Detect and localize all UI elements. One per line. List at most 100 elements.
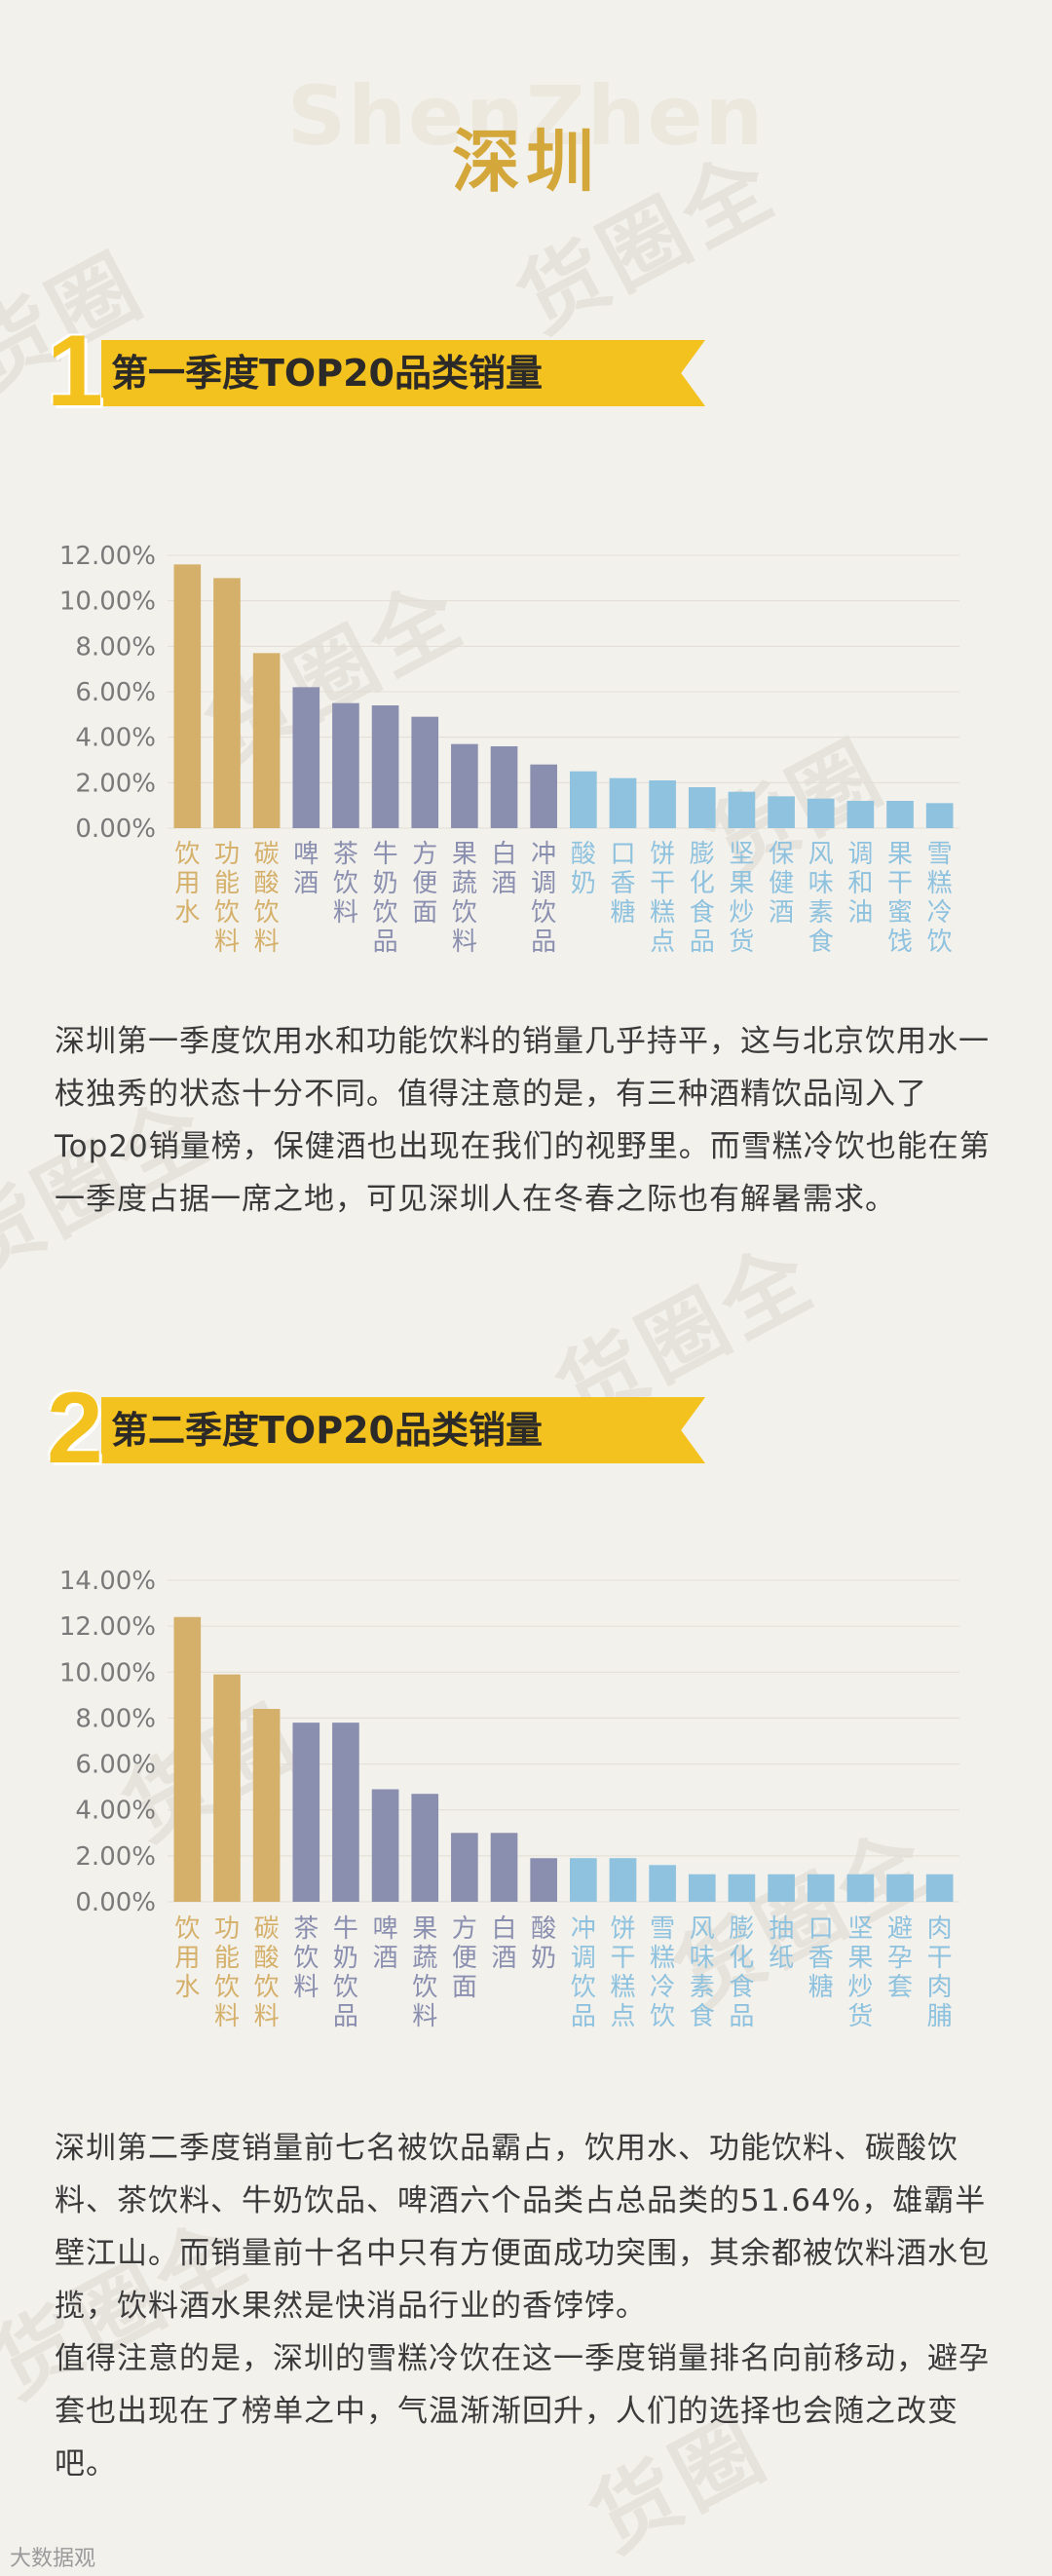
y-tick-label: 2.00%	[75, 769, 156, 798]
bar	[925, 1874, 954, 1902]
x-tick-label: 碳酸饮料	[254, 1914, 280, 2031]
bar	[530, 1858, 557, 1902]
x-tick-label: 功能饮料	[214, 1914, 240, 2031]
x-tick-label: 啤酒	[293, 840, 319, 898]
bar	[728, 1874, 756, 1902]
bar	[530, 764, 557, 828]
footer-logo: 大数据观	[10, 2541, 95, 2572]
x-tick-label: 风味素食	[808, 840, 834, 957]
x-tick-label: 肉干肉脯	[927, 1914, 953, 2031]
y-tick-label: 0.00%	[75, 1888, 156, 1917]
x-tick-label: 保健酒	[769, 840, 794, 928]
bar	[292, 687, 320, 828]
bar	[925, 803, 954, 828]
y-tick-label: 8.00%	[75, 632, 156, 662]
bar	[252, 1709, 281, 1902]
y-tick-label: 10.00%	[59, 1658, 156, 1687]
y-tick-label: 4.00%	[75, 1797, 156, 1826]
x-tick-label: 膨化食品	[690, 840, 715, 957]
bar	[649, 780, 676, 828]
bar	[411, 1794, 439, 1902]
x-tick-label: 果干蜜饯	[887, 840, 913, 957]
bar	[609, 1858, 637, 1902]
x-tick-label: 坚果炒货	[729, 840, 754, 957]
x-tick-label: 膨化食品	[729, 1914, 754, 2031]
x-tick-label: 饮用水	[174, 1914, 200, 2002]
x-tick-label: 酸奶	[531, 1914, 556, 1973]
bar	[768, 1874, 795, 1902]
bar	[173, 564, 202, 828]
section-2-title: 第二季度TOP20品类销量	[111, 1409, 543, 1452]
bar	[252, 653, 281, 828]
bar	[411, 716, 439, 828]
x-tick-label: 果蔬饮料	[412, 1914, 437, 2031]
x-tick-label: 饼干糕点	[650, 840, 675, 957]
x-tick-label: 茶饮料	[293, 1914, 319, 2002]
bar	[213, 578, 241, 828]
bar	[371, 705, 399, 828]
x-tick-label: 饼干糕点	[610, 1914, 635, 2031]
bar	[688, 1874, 716, 1902]
x-tick-label: 方便面	[452, 1914, 477, 2002]
x-tick-label: 风味素食	[690, 1914, 715, 2031]
x-tick-label: 酸奶	[571, 840, 596, 898]
x-tick-label: 茶饮料	[333, 840, 358, 928]
x-tick-label: 牛奶饮品	[333, 1914, 358, 2031]
bar	[609, 777, 637, 828]
bar	[173, 1616, 202, 1902]
bar	[886, 1874, 914, 1902]
x-tick-label: 啤酒	[373, 1914, 398, 1973]
bar	[292, 1723, 320, 1902]
bar	[332, 702, 359, 828]
x-tick-label: 雪糕冷饮	[650, 1914, 675, 2031]
x-tick-label: 避孕套	[887, 1914, 913, 2002]
bar	[570, 1858, 597, 1902]
x-tick-label: 功能饮料	[214, 840, 240, 957]
bar	[807, 798, 835, 828]
x-tick-label: 口香糖	[808, 1914, 834, 2002]
bar	[490, 746, 518, 828]
x-tick-label: 坚果炒货	[847, 1914, 873, 2031]
section-1-title: 第一季度TOP20品类销量	[111, 352, 543, 395]
section-1-text: 深圳第一季度饮用水和功能饮料的销量几乎持平，这与北京饮用水一枝独秀的状态十分不同…	[55, 1015, 1009, 1226]
x-tick-label: 果蔬饮料	[452, 840, 477, 957]
y-tick-label: 12.00%	[59, 1612, 156, 1642]
y-tick-label: 10.00%	[59, 587, 156, 617]
bar	[688, 787, 716, 828]
city-english-background: ShenZhen	[286, 68, 766, 164]
section-2-ribbon	[101, 1397, 705, 1463]
y-tick-label: 0.00%	[75, 814, 156, 844]
bar	[371, 1789, 399, 1902]
section-2-banner: 2 第二季度TOP20品类销量	[47, 1374, 729, 1483]
x-tick-label: 方便面	[412, 840, 437, 928]
q1-sales-bar-chart: 0.00% 2.00% 4.00% 6.00% 8.00% 10.00% 12.00% 饮用水…	[59, 542, 959, 957]
bar	[332, 1723, 359, 1902]
section-2-paragraph-1: 深圳第二季度销量前七名被饮品霸占，饮用水、功能饮料、碳酸饮料、茶饮料、牛奶饮品、…	[55, 2131, 990, 2324]
x-tick-label: 碳酸饮料	[254, 840, 280, 957]
x-tick-label: 饮用水	[174, 840, 200, 928]
section-1-number: 1	[47, 315, 103, 428]
x-tick-label: 口香糖	[610, 840, 635, 928]
bar	[570, 771, 597, 828]
bar	[451, 1833, 478, 1902]
bar	[807, 1874, 835, 1902]
x-tick-label: 牛奶饮品	[373, 840, 398, 957]
y-tick-label: 4.00%	[75, 724, 156, 753]
x-tick-label: 冲调饮品	[531, 840, 556, 957]
x-tick-label: 调和油	[847, 840, 873, 928]
bar	[846, 801, 875, 828]
bar	[213, 1674, 241, 1902]
bar	[886, 801, 914, 828]
x-tick-label: 雪糕冷饮	[927, 840, 953, 957]
x-tick-label: 白酒	[492, 840, 517, 898]
y-tick-label: 6.00%	[75, 678, 156, 707]
y-tick-label: 6.00%	[75, 1751, 156, 1780]
y-tick-label: 2.00%	[75, 1842, 156, 1872]
section-2-number: 2	[47, 1372, 103, 1485]
page-title: 深圳	[452, 122, 600, 202]
bar	[649, 1865, 676, 1902]
y-tick-label: 8.00%	[75, 1704, 156, 1733]
bar	[768, 796, 795, 828]
x-tick-label: 白酒	[492, 1914, 517, 1973]
